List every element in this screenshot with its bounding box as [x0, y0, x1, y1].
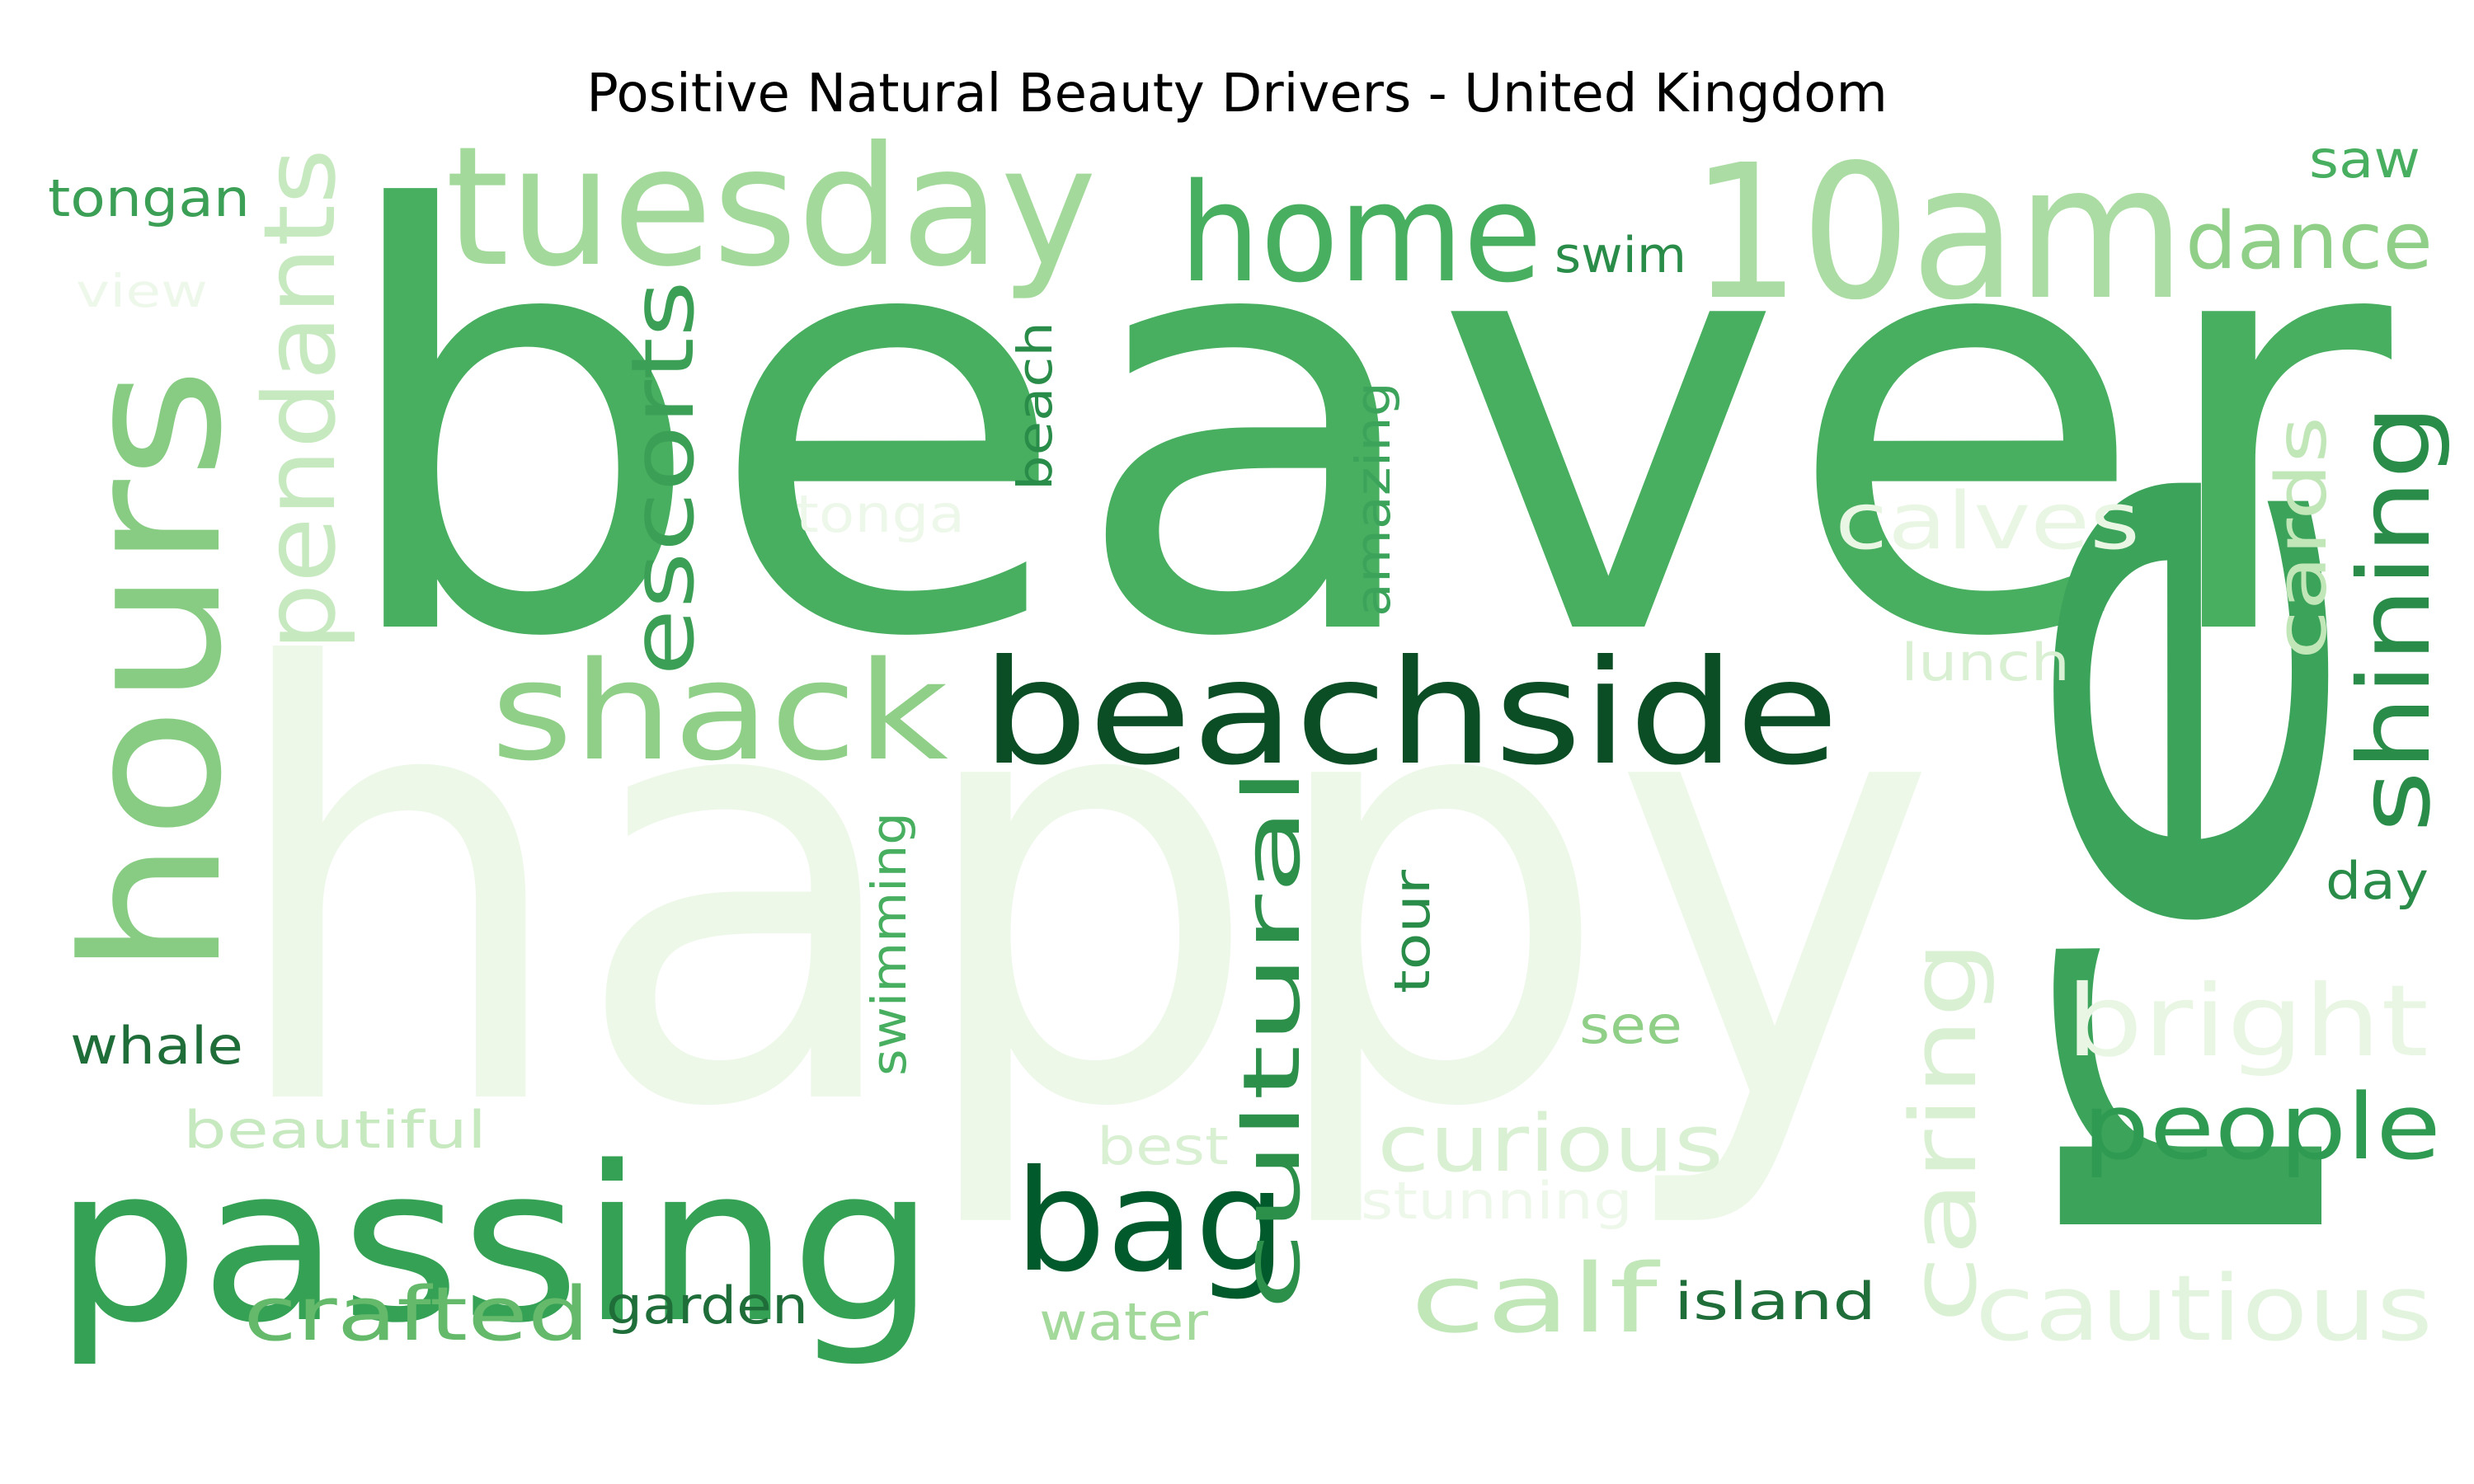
word-caring: caring [1891, 940, 1997, 1323]
word-people: people [2082, 1074, 2441, 1180]
word-beach: beach [1007, 322, 1063, 491]
word-escorts: escorts [613, 280, 713, 676]
word-calves: calves [1835, 477, 2140, 567]
word-bag: bag [1014, 1140, 1286, 1303]
word-amazing: amazing [1345, 382, 1401, 617]
word-saw: saw [2309, 129, 2420, 190]
word-view: view [76, 265, 208, 317]
word-passing: passing [54, 1121, 936, 1370]
word-whale: whale [70, 1016, 243, 1076]
word-cultural: cultural [1227, 767, 1318, 1311]
chart-title: Positive Natural Beauty Drivers - United… [586, 63, 1888, 124]
word-10am: 10am [1691, 125, 2185, 341]
word-stunning: stunning [1361, 1171, 1633, 1231]
word-home: home [1179, 154, 1542, 312]
word-water: water [1039, 1292, 1209, 1352]
word-garden: garden [606, 1275, 808, 1336]
word-swimming: swimming [861, 812, 917, 1076]
word-swim: swim [1554, 227, 1686, 284]
word-happy: happy [223, 546, 1938, 1237]
word-beautiful: beautiful [183, 1100, 487, 1160]
word-lunch: lunch [1901, 632, 2070, 693]
word-day: day [2326, 851, 2429, 911]
word-tonga: tonga [796, 484, 965, 544]
word-tongan: tongan [48, 168, 250, 228]
word-re: re [1878, 437, 2434, 1303]
word-hours: hours [44, 367, 264, 977]
word-cards: cards [2261, 416, 2343, 660]
word-curious: curious [1377, 1099, 1724, 1190]
word-tour: tour [1384, 870, 1442, 993]
word-shack: shack [491, 632, 949, 791]
word-crafted: crafted [243, 1271, 590, 1358]
word-calf: calf [1410, 1244, 1661, 1355]
word-shining: shining [2338, 404, 2453, 833]
word-island: island [1674, 1271, 1876, 1331]
word-see: see [1579, 995, 1682, 1055]
word-best: best [1097, 1116, 1229, 1176]
word-bright: bright [2066, 965, 2429, 1079]
word-beachside: beachside [981, 630, 1839, 797]
word-pendants: pendants [243, 148, 358, 651]
word-cautious: cautious [1975, 1256, 2433, 1361]
word-tuesday: tuesday [445, 111, 1097, 303]
word-dance: dance [2185, 196, 2433, 287]
word-beaver: beaver [330, 92, 2398, 763]
